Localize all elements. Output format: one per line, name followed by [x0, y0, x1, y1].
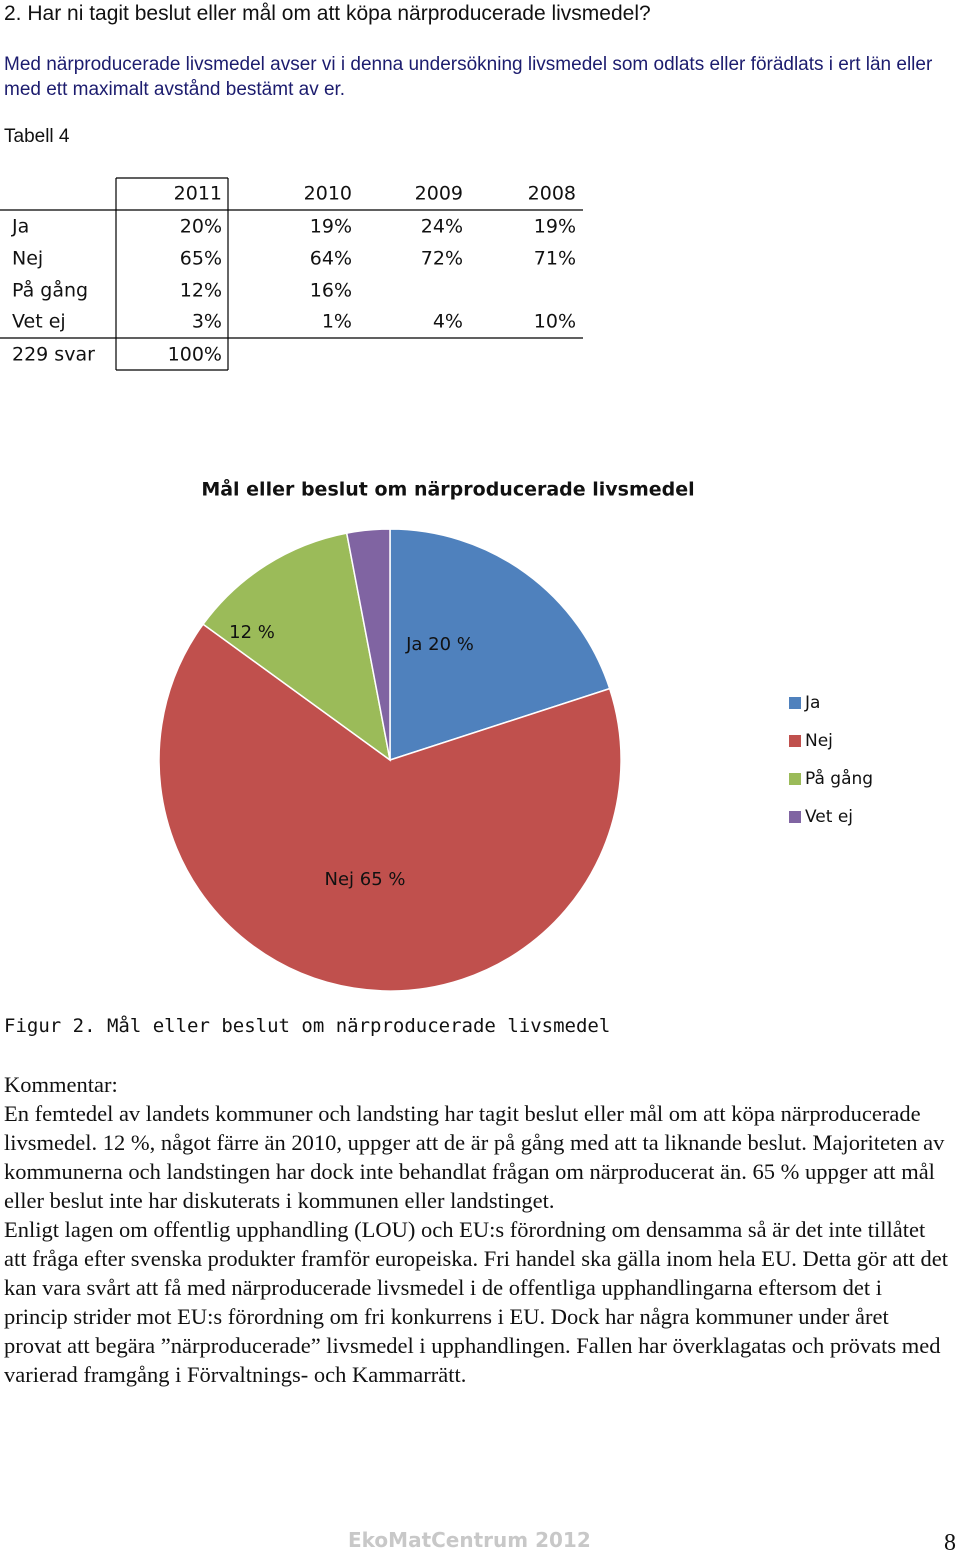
row-label: Ja: [11, 216, 29, 238]
legend-swatch: [789, 735, 801, 747]
row-label: Nej: [12, 248, 43, 270]
table-header: 2010: [304, 183, 352, 205]
comment-heading: Kommentar:: [4, 1072, 118, 1097]
table-cell: 12%: [180, 280, 222, 302]
paragraph: Enligt lagen om offentlig upphandling (L…: [4, 1217, 949, 1387]
table-caption: Tabell 4: [4, 126, 70, 147]
pie-slice: [389, 528, 611, 762]
data-label: Ja 20 %: [405, 634, 474, 655]
pie-slice: [158, 623, 622, 992]
footer-brand: EkoMatCentrum 2012: [348, 1528, 591, 1552]
table-cell: 4%: [433, 311, 463, 333]
table-cell: 72%: [421, 248, 463, 270]
legend-label: Vet ej: [805, 807, 853, 827]
table-cell: 1%: [322, 311, 352, 333]
intro: Med närproducerade livsmedel avser vi i …: [4, 54, 933, 100]
table-cell: 16%: [310, 280, 352, 302]
table-header: 2009: [415, 183, 463, 205]
legend-swatch: [789, 773, 801, 785]
table-cell: 3%: [192, 311, 222, 333]
table-header: 2011: [174, 183, 222, 205]
row-label: På gång: [12, 279, 88, 302]
pie-slice: [345, 528, 391, 761]
table-lines: [0, 177, 583, 371]
row-label: 229 svar: [12, 344, 95, 366]
legend-swatch: [789, 697, 801, 709]
legend-label: Ja: [804, 693, 820, 713]
table-cell: 20%: [180, 216, 222, 238]
figure-caption: Figur 2. Mål eller beslut om närproducer…: [4, 1015, 611, 1037]
table-cell: 24%: [421, 216, 463, 238]
table-cell: 71%: [534, 248, 576, 270]
table-cell: 10%: [534, 311, 576, 333]
table-cell: 19%: [534, 216, 576, 238]
table-cell: 100%: [168, 344, 222, 366]
legend-label: På gång: [805, 768, 873, 789]
chart-title: Mål eller beslut om närproducerade livsm…: [201, 477, 694, 501]
pie-slice: [202, 532, 392, 762]
data-label: Nej 65 %: [325, 869, 406, 890]
paragraph: En femtedel av landets kommuner och land…: [4, 1101, 945, 1213]
table-cell: 64%: [310, 248, 352, 270]
comment: Kommentar: En femtedel av landets kommun…: [4, 1070, 949, 1389]
row-label: Vet ej: [12, 311, 66, 333]
heading: 2. Har ni tagit beslut eller mål om att …: [4, 2, 651, 25]
table-cell: 19%: [310, 216, 352, 238]
legend-label: Nej: [805, 731, 833, 751]
figures: Mål eller beslut om närproducerade livsm…: [0, 177, 873, 992]
data-label: 12 %: [229, 622, 275, 643]
table-cell: 65%: [180, 248, 222, 270]
table-header: 2008: [528, 183, 576, 205]
page-number: 8: [944, 1530, 956, 1556]
legend-swatch: [789, 811, 801, 823]
